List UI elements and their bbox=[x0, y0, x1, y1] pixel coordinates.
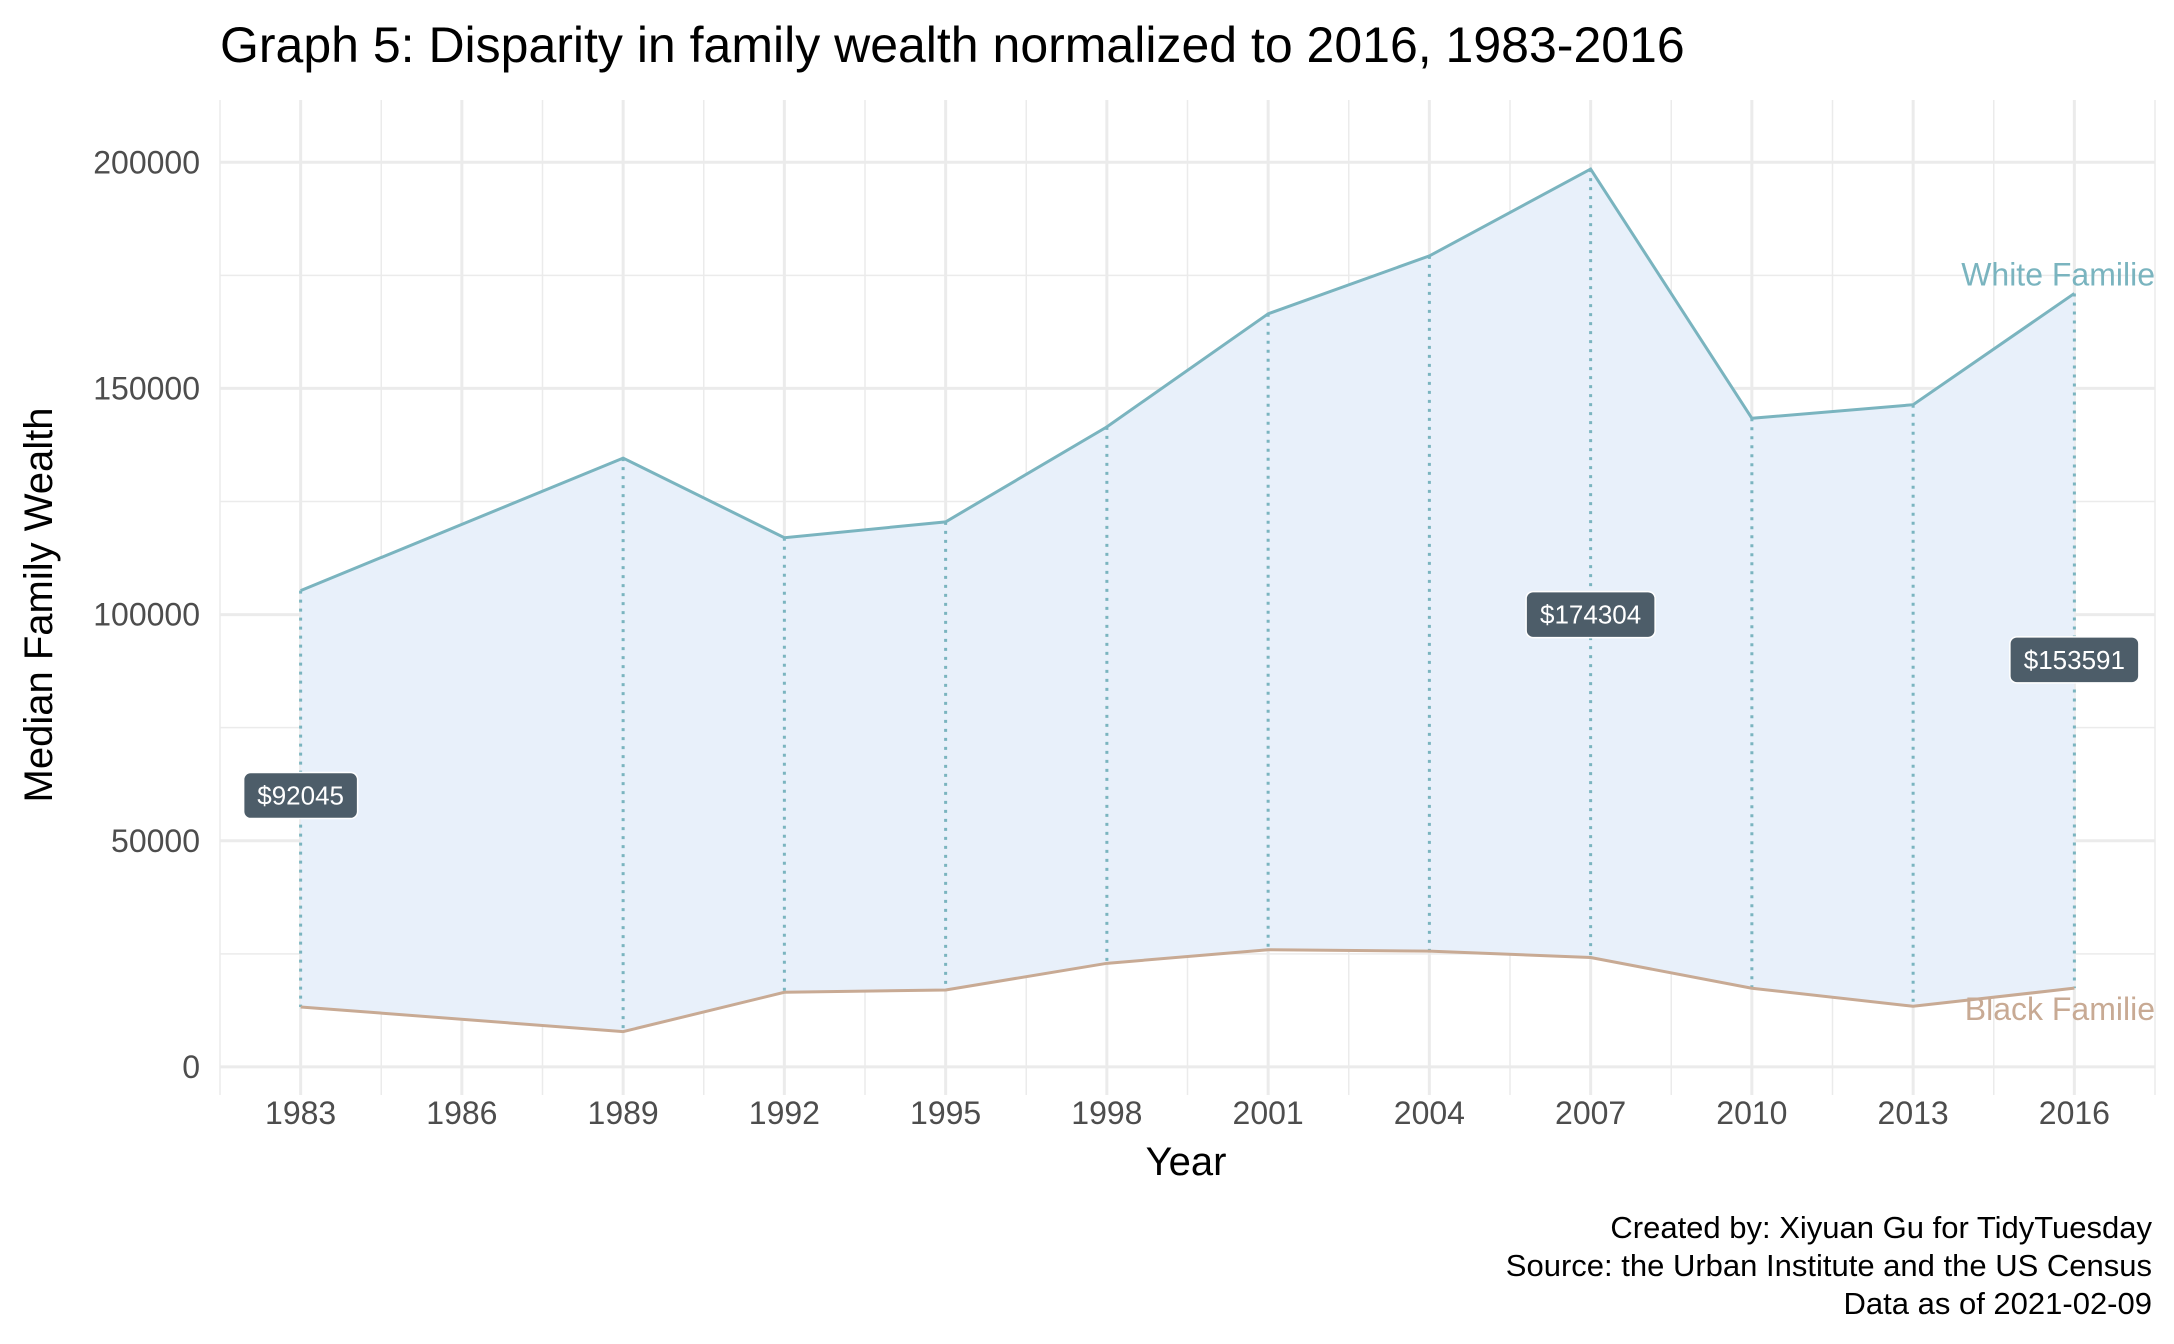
x-tick-label: 1989 bbox=[588, 1095, 659, 1131]
chart-title: Graph 5: Disparity in family wealth norm… bbox=[220, 17, 1685, 73]
caption-source: Source: the Urban Institute and the US C… bbox=[1506, 1248, 2152, 1283]
gap-annotations: $92045 $174304 $153591 bbox=[242, 590, 2140, 820]
y-tick-label: 100000 bbox=[93, 597, 200, 633]
x-tick-label: 2001 bbox=[1233, 1095, 1304, 1131]
black-families-line bbox=[300, 948, 2075, 1034]
x-axis-ticks: 1983 1986 1989 1992 1995 1998 2001 2004 2007 2010… bbox=[265, 1095, 2110, 1131]
x-tick-label: 2007 bbox=[1555, 1095, 1626, 1131]
gap-annotation-text: $92045 bbox=[257, 781, 344, 811]
y-tick-label: 200000 bbox=[93, 144, 200, 180]
x-axis-title: Year bbox=[1146, 1140, 1227, 1184]
x-tick-label: 1998 bbox=[1071, 1095, 1142, 1131]
gap-annotation-box bbox=[242, 771, 359, 820]
y-tick-label: 150000 bbox=[93, 370, 200, 406]
gap-annotation-box bbox=[1525, 590, 1656, 639]
caption: Created by: Xiyuan Gu for TidyTuesday So… bbox=[1506, 1210, 2153, 1321]
caption-date: Data as of 2021-02-09 bbox=[1844, 1286, 2153, 1321]
gap-area bbox=[300, 169, 2075, 1032]
gap-ribbon bbox=[300, 169, 2075, 1032]
y-tick-label: 50000 bbox=[111, 823, 200, 859]
caption-credit: Created by: Xiyuan Gu for TidyTuesday bbox=[1610, 1210, 2152, 1245]
x-tick-label: 2004 bbox=[1394, 1095, 1465, 1131]
series-lines bbox=[300, 167, 2076, 1034]
x-tick-label: 2016 bbox=[2039, 1095, 2110, 1131]
x-tick-label: 2010 bbox=[1716, 1095, 1787, 1131]
y-axis-ticks: 0 50000 100000 150000 200000 bbox=[93, 144, 200, 1085]
y-axis-title: Median Family Wealth bbox=[17, 408, 61, 803]
y-tick-label: 0 bbox=[182, 1049, 200, 1085]
gap-annotation-text: $153591 bbox=[2024, 645, 2125, 675]
x-tick-label: 1995 bbox=[910, 1095, 981, 1131]
white-families-line bbox=[300, 167, 2076, 593]
gap-annotation-text: $174304 bbox=[1540, 600, 1641, 630]
gap-annotation: $174304 bbox=[1525, 590, 1656, 639]
gap-annotation-box bbox=[2009, 636, 2140, 684]
x-tick-label: 1986 bbox=[426, 1095, 497, 1131]
black-families-label: Black Familie bbox=[1965, 991, 2155, 1027]
x-tick-label: 2013 bbox=[1878, 1095, 1949, 1131]
x-tick-label: 1983 bbox=[265, 1095, 336, 1131]
white-families-label: White Familie bbox=[1961, 256, 2155, 292]
series-labels: White Familie Black Familie bbox=[1961, 256, 2155, 1027]
gap-annotation: $92045 bbox=[242, 771, 359, 820]
x-tick-label: 1992 bbox=[749, 1095, 820, 1131]
gap-annotation: $153591 bbox=[2009, 636, 2140, 684]
